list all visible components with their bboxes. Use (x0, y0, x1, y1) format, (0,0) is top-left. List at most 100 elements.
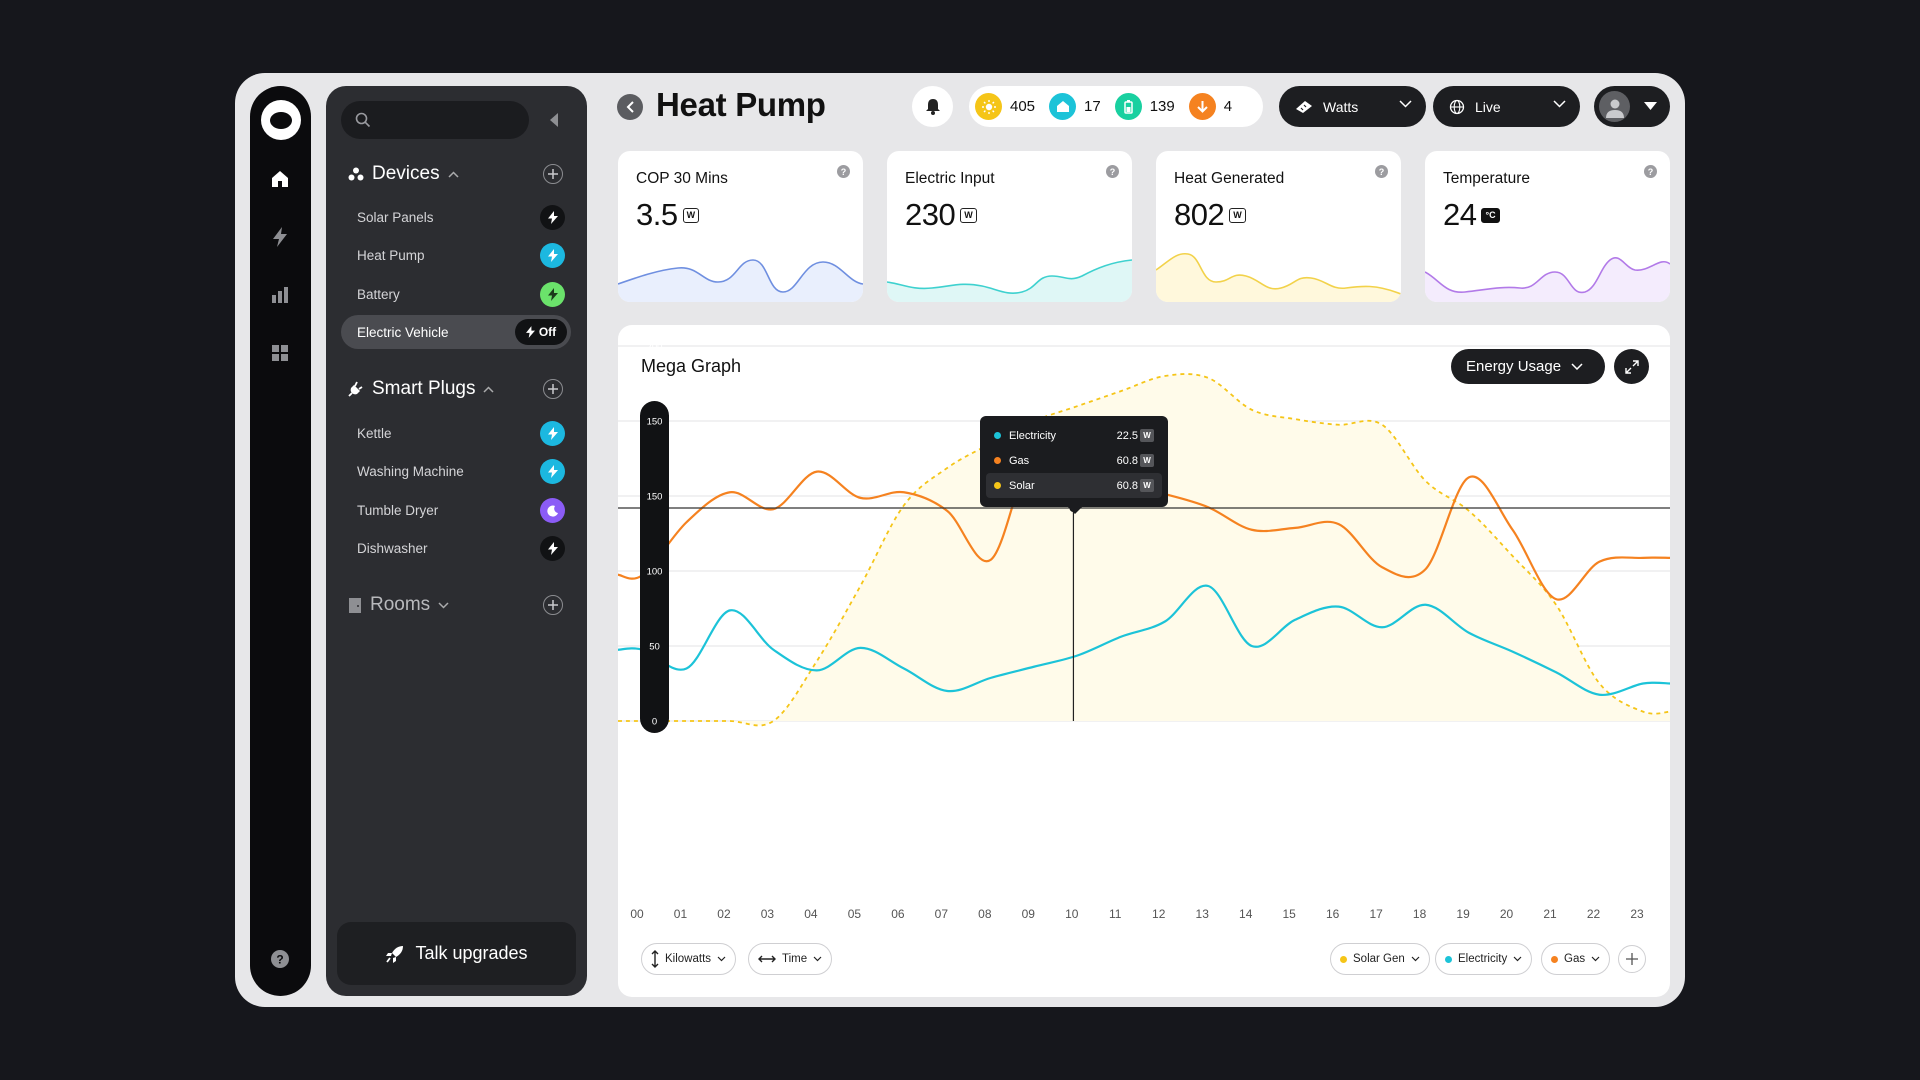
card-value: 802 (1174, 197, 1225, 232)
x-tick-label: 21 (1543, 907, 1557, 921)
globe-icon (1449, 99, 1465, 114)
home-icon[interactable] (268, 167, 292, 191)
tooltip-value: 22.5 (1116, 429, 1138, 442)
stat-solar[interactable]: 405 (975, 93, 1043, 120)
stat-value: 139 (1149, 98, 1175, 115)
plug-item-dishwasher[interactable]: Dishwasher (341, 531, 571, 565)
account-menu[interactable] (1594, 86, 1670, 127)
expand-graph-button[interactable] (1614, 349, 1649, 384)
devices-group-header[interactable]: Devices (348, 163, 459, 185)
bar-chart-icon[interactable] (268, 283, 292, 307)
energy-usage-dropdown[interactable]: Energy Usage (1451, 349, 1605, 384)
icon-rail: ? (250, 86, 311, 996)
ruler-icon (1296, 100, 1312, 113)
house-icon (1049, 93, 1077, 120)
filter-solar-gen[interactable]: Solar Gen (1330, 943, 1430, 975)
talk-upgrades-button[interactable]: Talk upgrades (337, 922, 576, 985)
x-tick-label: 14 (1239, 907, 1253, 921)
arrow-down-icon (1188, 93, 1216, 120)
chevron-down-icon (1553, 100, 1566, 108)
x-tick-label: 16 (1326, 907, 1340, 921)
add-room-button[interactable] (543, 595, 563, 615)
card-value: 230 (905, 197, 956, 232)
help-icon[interactable]: ? (837, 165, 850, 178)
add-smart-plug-button[interactable] (543, 379, 563, 399)
lightning-badge-icon (540, 421, 565, 446)
notifications-button[interactable] (912, 86, 953, 127)
x-tick-label: 19 (1456, 907, 1470, 921)
tooltip-row-solar: Solar 60.8 W (986, 473, 1162, 498)
x-tick-label: 17 (1369, 907, 1383, 921)
stat-battery[interactable]: 139 (1114, 93, 1183, 120)
collapse-sidebar-icon[interactable] (549, 112, 559, 133)
card-value-row: 3.5 W (636, 197, 700, 233)
add-device-button[interactable] (543, 164, 563, 184)
filter-electricity[interactable]: Electricity (1435, 943, 1533, 975)
tooltip-unit: W (1140, 454, 1154, 467)
plug-item-tumble-dryer[interactable]: Tumble Dryer (341, 493, 571, 527)
chevron-down-icon (1411, 956, 1420, 962)
device-item-battery[interactable]: Battery (341, 277, 571, 311)
grid-icon[interactable] (268, 341, 292, 365)
lightning-icon[interactable] (268, 225, 292, 249)
lightning-icon (525, 326, 535, 338)
x-tick-label: 11 (1109, 907, 1122, 921)
caret-down-icon (1644, 102, 1657, 110)
mode-dropdown[interactable]: Live (1433, 86, 1580, 127)
stat-home[interactable]: 17 (1049, 93, 1109, 120)
chart-tooltip: Electricity 22.5 W Gas 60.8 W Solar 60.8 W (980, 416, 1168, 514)
ev-power-toggle[interactable]: Off (515, 319, 567, 345)
plug-icon (348, 381, 363, 397)
device-label: Electric Vehicle (357, 324, 449, 340)
rooms-group-header[interactable]: Rooms (348, 594, 449, 616)
card-unit: W (960, 207, 977, 223)
add-filter-button[interactable] (1618, 945, 1646, 973)
app-logo[interactable] (261, 100, 301, 140)
y-axis-unit-label: Kilowatts (665, 953, 712, 965)
card-title: COP 30 Mins (636, 170, 728, 187)
card-heat-generated[interactable]: Heat Generated 802 W ? (1156, 151, 1401, 302)
lightning-badge-icon (540, 536, 565, 561)
x-tick-label: 15 (1282, 907, 1296, 921)
search-icon (355, 112, 371, 128)
y-tick-label: 200 (647, 342, 663, 353)
unit-dropdown[interactable]: Watts (1279, 86, 1426, 127)
card-electric-input[interactable]: Electric Input 230 W ? (887, 151, 1132, 302)
device-item-heat-pump[interactable]: Heat Pump (341, 238, 571, 272)
y-tick-label: 150 (647, 417, 663, 428)
stat-value: 405 (1010, 98, 1036, 115)
search-input[interactable] (341, 101, 529, 139)
chevron-down-icon (438, 601, 449, 609)
plug-item-washing-machine[interactable]: Washing Machine (341, 454, 571, 488)
device-item-solar-panels[interactable]: Solar Panels (341, 200, 571, 234)
x-tick-label: 10 (1065, 907, 1079, 921)
mega-graph-chart[interactable]: 0 50 100 150 150 200 00 01 02 03 04 05 06 07 08 09 10 11 1… (618, 325, 1670, 997)
smart-plugs-group-header[interactable]: Smart Plugs (348, 378, 495, 400)
x-axis-unit-dropdown[interactable]: Time (748, 943, 833, 975)
y-tick-label: 0 (652, 717, 657, 728)
help-icon[interactable]: ? (1106, 165, 1119, 178)
card-title: Heat Generated (1174, 170, 1285, 187)
card-temperature[interactable]: Temperature 24 °C ? (1425, 151, 1670, 302)
chevron-left-icon (626, 101, 634, 113)
y-tick-label: 50 (649, 642, 660, 653)
energy-stats-bar: 405 17 139 4 (969, 86, 1263, 127)
card-unit: W (1229, 207, 1246, 223)
help-icon[interactable]: ? (268, 947, 292, 971)
y-axis-unit-dropdown[interactable]: Kilowatts (641, 943, 737, 975)
avatar (1599, 91, 1630, 122)
help-icon[interactable]: ? (1375, 165, 1388, 178)
stat-grid-import[interactable]: 4 (1188, 93, 1240, 120)
card-cop[interactable]: COP 30 Mins 3.5 W ? (618, 151, 863, 302)
help-icon[interactable]: ? (1644, 165, 1657, 178)
y-axis-bar (640, 401, 669, 733)
chevron-down-icon (1591, 956, 1600, 962)
tooltip-unit: W (1140, 429, 1154, 442)
device-item-electric-vehicle[interactable]: Electric Vehicle Off (341, 315, 571, 349)
x-tick-label: 08 (978, 907, 992, 921)
filter-gas[interactable]: Gas (1541, 943, 1611, 975)
card-unit: °C (1481, 207, 1500, 223)
plug-item-kettle[interactable]: Kettle (341, 416, 571, 450)
back-button[interactable] (617, 94, 643, 120)
filter-label: Electricity (1458, 953, 1508, 965)
